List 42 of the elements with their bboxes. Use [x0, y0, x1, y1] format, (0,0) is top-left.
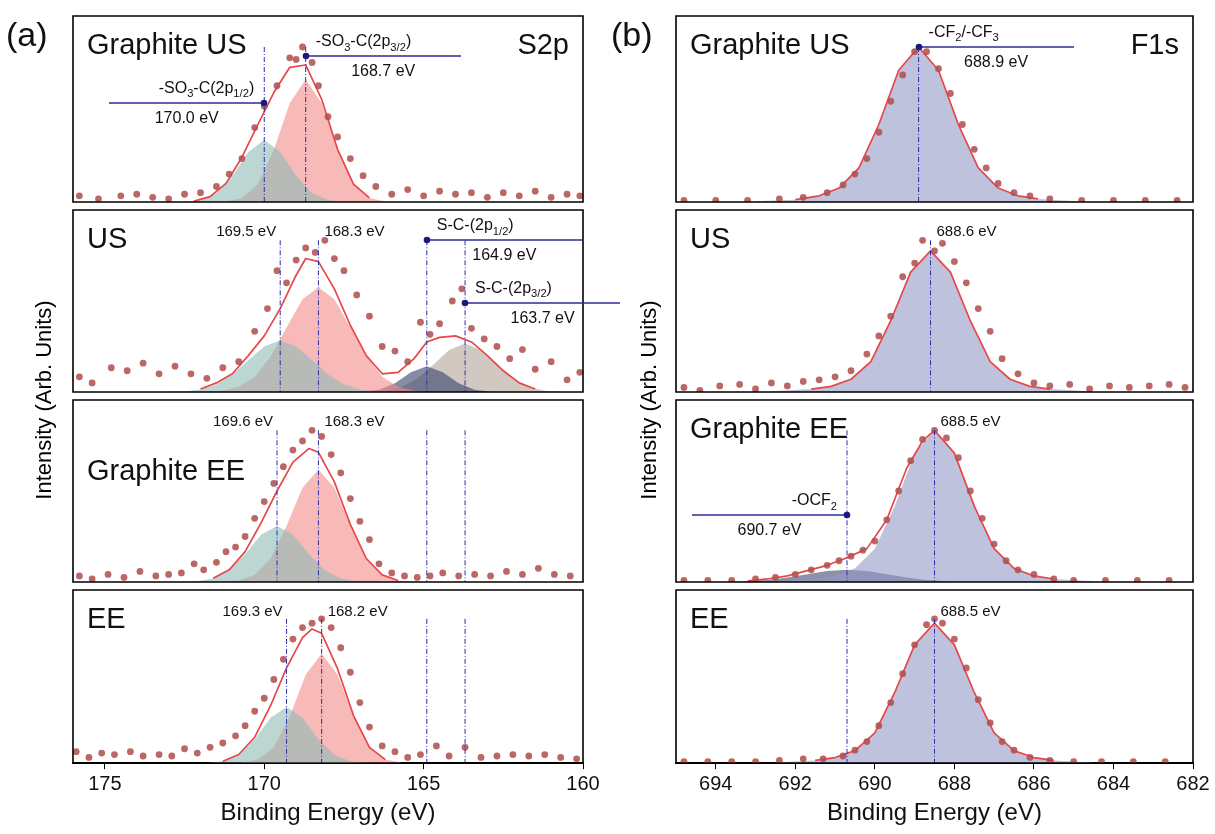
chart-subtitle: F1s — [1130, 28, 1179, 60]
x-tick-label: 165 — [406, 771, 441, 794]
ref-line-label: 163.7 eV — [510, 308, 575, 326]
x-tick-label: 170 — [247, 771, 281, 794]
ref-line-label: 168.3 eV — [324, 412, 385, 429]
text: (b) — [611, 15, 653, 53]
ref-line-label: 690.7 eV — [737, 521, 802, 539]
ref-line-label: 168.2 eV — [327, 602, 388, 619]
x-tick-label: 682 — [1176, 771, 1210, 794]
y-axis-title: Intensity (Arb. Units) — [31, 300, 57, 500]
text: (a) — [6, 15, 48, 53]
ref-line-label: 168.7 eV — [351, 62, 416, 80]
ref-line-label: 169.3 eV — [222, 602, 283, 619]
ref-line-label: 688.5 eV — [940, 602, 1001, 619]
ref-line-label: 164.9 eV — [472, 246, 537, 264]
x-tick-label: 690 — [858, 771, 892, 794]
ref-line-label: 169.6 eV — [212, 412, 274, 429]
x-tick-label: 686 — [1017, 771, 1051, 794]
x-axis-title: Binding Energy (eV) — [220, 798, 436, 826]
ref-line-label: 688.5 eV — [940, 412, 1001, 429]
ref-line-label: 169.5 eV — [216, 222, 277, 239]
chart-title: EE — [87, 602, 126, 634]
x-tick-label: 160 — [566, 771, 600, 794]
chart-title: US — [87, 222, 128, 254]
ref-line-label: 170.0 eV — [154, 108, 220, 126]
chart-title: EE — [690, 602, 729, 634]
x-tick-label: 694 — [699, 771, 733, 794]
ref-line-label: 688.9 eV — [964, 53, 1029, 70]
x-axis-title: Binding Energy (eV) — [827, 798, 1042, 826]
y-axis-title: Intensity (Arb. Units) — [636, 300, 662, 500]
chart-title: US — [690, 222, 731, 254]
x-tick-label: 684 — [1096, 771, 1131, 794]
chart-title: Graphite US — [690, 28, 850, 60]
chart-title: Graphite EE — [690, 412, 848, 444]
chart-subtitle: S2p — [517, 28, 570, 60]
text: Graphite EE — [87, 454, 245, 486]
chart-title: Graphite US — [87, 28, 247, 60]
ref-line-label: 688.6 eV — [936, 222, 997, 239]
x-tick-label: 692 — [778, 771, 812, 794]
x-tick-label: 688 — [937, 771, 972, 794]
x-tick-label: 175 — [88, 771, 122, 794]
ref-line-label: 168.3 eV — [324, 222, 385, 239]
